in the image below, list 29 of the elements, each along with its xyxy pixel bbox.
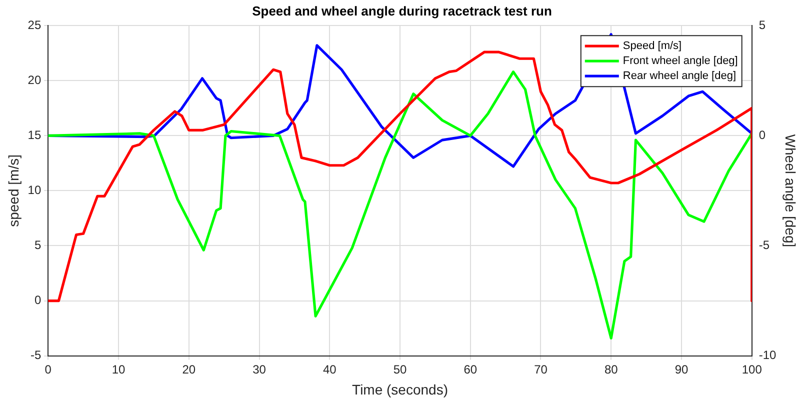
y-axis-title: speed [m/s]	[5, 154, 22, 227]
chart-title: Speed and wheel angle during racetrack test run	[252, 3, 552, 18]
y-tick-label: 20	[28, 72, 42, 87]
y-tick-label: 10	[28, 183, 42, 198]
y2-tick-label: -10	[758, 348, 777, 362]
y-tick-label: -5	[30, 348, 42, 362]
x-tick-label: 20	[182, 362, 196, 376]
y-tick-label: 0	[34, 293, 42, 308]
y2-axis-title: Wheel angle [deg]	[782, 134, 799, 248]
x-tick-label: 80	[604, 362, 618, 376]
legend-label: Rear wheel angle [deg]	[622, 70, 736, 82]
x-tick-label: 90	[674, 362, 688, 376]
x-tick-label: 0	[44, 362, 52, 376]
x-tick-label: 60	[464, 362, 478, 376]
x-tick-label: 40	[322, 362, 337, 376]
legend-label: Speed [m/s]	[622, 40, 682, 52]
y2-tick-label: -5	[758, 238, 770, 252]
x-tick-label: 10	[112, 362, 126, 376]
x-axis-title: Time (seconds)	[352, 381, 448, 398]
y2-tick-label: 5	[758, 18, 766, 32]
y-tick-label: 15	[28, 128, 42, 142]
x-tick-label: 50	[393, 362, 407, 376]
x-tick-label: 30	[252, 362, 266, 376]
y2-tick-label: 0	[758, 128, 766, 142]
legend-label: Front wheel angle [deg]	[622, 55, 738, 68]
y-tick-label: 5	[34, 238, 42, 252]
x-tick-label: 70	[534, 362, 548, 376]
x-tick-label: 100	[742, 362, 762, 376]
y-tick-label: 25	[28, 18, 42, 32]
